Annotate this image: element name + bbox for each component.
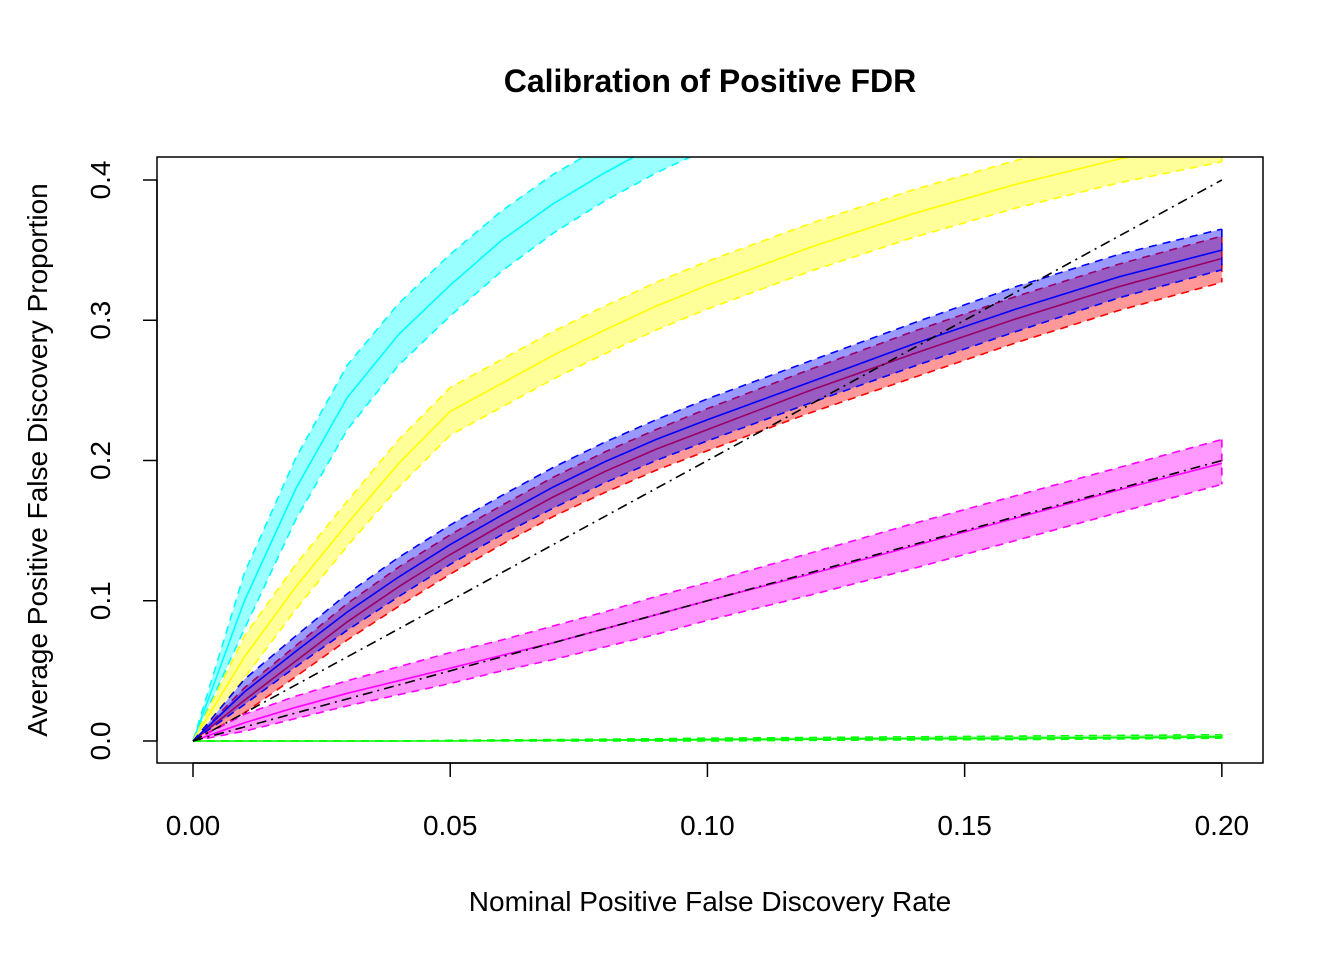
series-3-lower-line	[192, 269, 1223, 742]
series-0-upper-line	[192, 157, 586, 742]
x-tick-label: 0.15	[937, 810, 992, 841]
y-tick-label: 0.3	[85, 301, 116, 340]
series-3-mean-line	[192, 249, 1223, 742]
series-1-lower-line	[192, 161, 1222, 742]
y-axis-label: Average Positive False Discovery Proport…	[22, 183, 53, 737]
x-axis-label: Nominal Positive False Discovery Rate	[469, 886, 951, 917]
series-2-mean-line	[192, 257, 1223, 742]
series-0-mean-line	[192, 157, 636, 742]
reference-line-slope-2	[192, 179, 1223, 742]
y-tick-label: 0.2	[85, 441, 116, 480]
series-0-band	[193, 157, 691, 741]
series-2-lower-line	[192, 281, 1223, 742]
series-1-band	[193, 157, 1222, 741]
series-5-mean-line	[193, 736, 1222, 742]
series-1-mean-line	[192, 157, 1133, 742]
x-axis: 0.00 0.05 0.10 0.15 0.20	[166, 762, 1250, 841]
x-tick-label: 0.10	[680, 810, 735, 841]
series-0-lower-line	[192, 157, 693, 742]
series-1-upper-line	[192, 157, 1034, 742]
x-tick-label: 0.00	[166, 810, 221, 841]
y-tick-label: 0.4	[85, 161, 116, 200]
reference-line-slope-1	[192, 459, 1223, 742]
plot-area	[192, 157, 1223, 742]
x-tick-label: 0.20	[1195, 810, 1250, 841]
series-4-band	[193, 439, 1222, 741]
series-2-upper-line	[192, 235, 1223, 742]
series-4-lower-line	[192, 483, 1223, 742]
series-3-band	[193, 229, 1222, 741]
y-axis: 0.0 0.1 0.2 0.3 0.4	[85, 161, 158, 761]
x-tick-label: 0.05	[423, 810, 478, 841]
series-3-upper-line	[192, 228, 1222, 742]
y-tick-label: 0.0	[85, 722, 116, 761]
y-tick-label: 0.1	[85, 581, 116, 620]
chart-title: Calibration of Positive FDR	[504, 63, 916, 99]
